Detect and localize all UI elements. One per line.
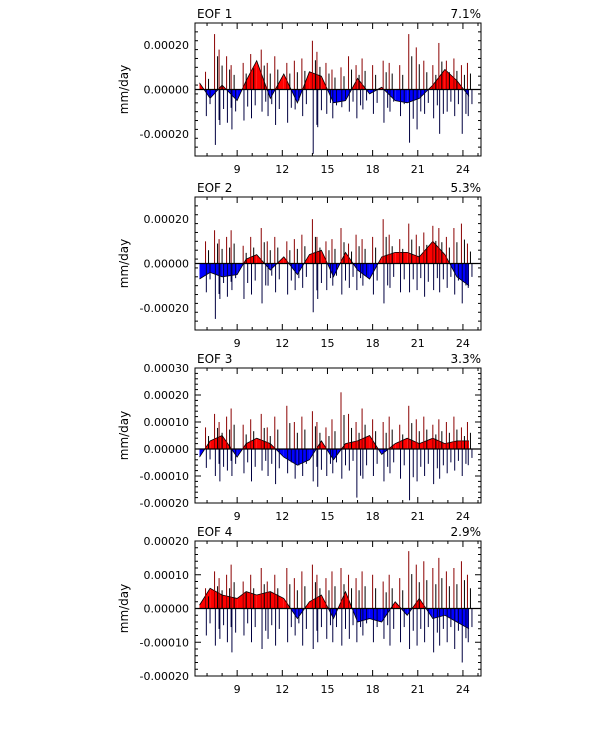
x-tick-label: 21 [411, 163, 425, 176]
y-tick-label: 0.00020 [144, 213, 190, 226]
x-tick-label: 9 [234, 683, 241, 696]
variance-label: 7.1% [451, 7, 482, 21]
y-tick-label: 0.00010 [144, 569, 190, 582]
y-axis-title: mm/day [117, 411, 131, 461]
eof-panel-3: 9 12 15 18 21 24 0.00030 0.00020 0.00010 0.00000 -… [117, 352, 482, 523]
positive-area [237, 591, 247, 609]
plot-area [199, 392, 473, 501]
x-tick-label: 24 [456, 510, 470, 523]
positive-area [357, 435, 370, 449]
positive-area [246, 438, 257, 449]
y-tick-label: 0.00000 [144, 258, 190, 271]
panel-title: EOF 3 [197, 352, 232, 366]
panel-title: EOF 4 [197, 525, 232, 539]
x-tick-label: 15 [320, 683, 334, 696]
plot-area [199, 551, 473, 663]
y-tick-label: 0.00000 [144, 84, 190, 97]
y-tick-label: 0.00000 [144, 443, 190, 456]
y-tick-label: -0.00010 [140, 636, 189, 649]
positive-area [381, 252, 396, 264]
positive-area [246, 254, 257, 264]
variance-label: 5.3% [451, 181, 482, 195]
y-tick-label: -0.00020 [140, 128, 189, 141]
positive-area [210, 435, 223, 449]
y-tick-label: 0.00020 [144, 39, 190, 52]
y-axis-title: mm/day [117, 65, 131, 115]
x-tick-label: 21 [411, 683, 425, 696]
y-tick-label: 0.00000 [144, 603, 190, 616]
x-tick-label: 18 [366, 510, 380, 523]
eof-panel-2: 9 12 15 18 21 24 0.00020 0.00000 -0.00020 EOF 2 5.… [117, 181, 482, 350]
x-tick-label: 24 [456, 337, 470, 350]
y-tick-label: 0.00020 [144, 535, 190, 548]
positive-area [419, 241, 433, 264]
positive-area [419, 438, 433, 449]
positive-area [270, 591, 284, 609]
y-tick-label: 0.00030 [144, 362, 190, 375]
x-tick-label: 9 [234, 510, 241, 523]
eof-panel-1: 9 12 15 18 21 24 0.00020 0.00000 -0.00020 EOF 1 7.… [117, 7, 482, 176]
x-tick-label: 15 [320, 163, 334, 176]
x-tick-label: 24 [456, 683, 470, 696]
y-tick-label: -0.00010 [140, 470, 189, 483]
panel-title: EOF 1 [197, 7, 232, 21]
y-tick-label: 0.00020 [144, 389, 190, 402]
positive-area [199, 588, 211, 609]
negative-area [199, 263, 211, 279]
plot-frame [194, 22, 482, 157]
positive-area [395, 438, 408, 449]
x-tick-label: 15 [320, 337, 334, 350]
plot-area [199, 219, 473, 319]
x-tick-label: 15 [320, 510, 334, 523]
y-tick-label: -0.00020 [140, 497, 189, 510]
x-tick-label: 24 [456, 163, 470, 176]
x-tick-label: 18 [366, 337, 380, 350]
panel-title: EOF 2 [197, 181, 232, 195]
x-tick-label: 9 [234, 337, 241, 350]
x-tick-label: 21 [411, 510, 425, 523]
negative-area [369, 608, 382, 622]
negative-area [222, 263, 238, 277]
positive-area [395, 252, 408, 264]
variance-label: 3.3% [451, 352, 482, 366]
eof-panel-4: 9 12 15 18 21 24 0.00020 0.00010 0.00000 -0.00010… [117, 525, 482, 696]
x-tick-label: 12 [275, 163, 289, 176]
positive-area [246, 60, 257, 90]
y-tick-label: -0.00020 [140, 670, 189, 683]
x-tick-label: 12 [275, 683, 289, 696]
x-tick-label: 18 [366, 163, 380, 176]
x-tick-label: 9 [234, 163, 241, 176]
x-tick-label: 12 [275, 337, 289, 350]
y-axis-title: mm/day [117, 584, 131, 634]
x-tick-label: 18 [366, 683, 380, 696]
plot-area [199, 34, 473, 154]
variance-label: 2.9% [451, 525, 482, 539]
y-axis-title: mm/day [117, 239, 131, 289]
plot-frame [194, 196, 482, 331]
y-tick-label: 0.00010 [144, 416, 190, 429]
positive-area [456, 440, 469, 449]
positive-area [256, 438, 271, 449]
x-tick-label: 12 [275, 510, 289, 523]
x-tick-label: 21 [411, 337, 425, 350]
y-tick-label: -0.00020 [140, 302, 189, 315]
plot-frame [194, 367, 482, 504]
